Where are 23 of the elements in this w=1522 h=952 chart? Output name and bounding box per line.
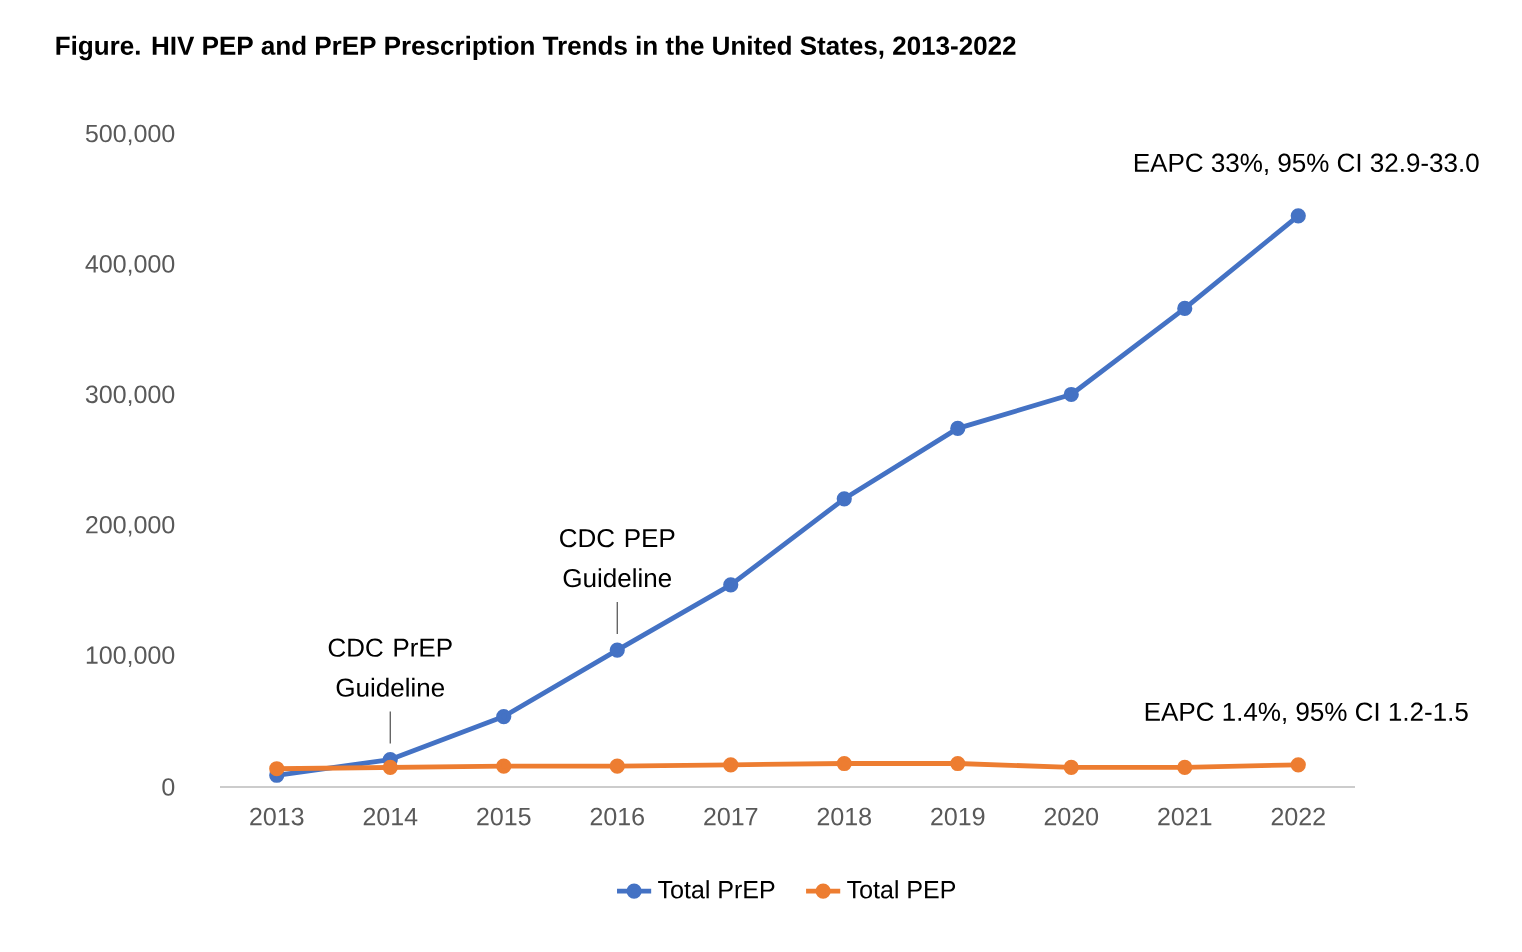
annotation: EAPC 1.4%, 95% CI 1.2-1.5	[1145, 702, 1468, 725]
x-tick-label: 2017	[704, 807, 758, 826]
x-tick-label: 2015	[477, 807, 531, 826]
y-tick-label: 0	[162, 778, 175, 796]
y-tick-label: 400,000	[85, 255, 175, 276]
x-tick-label: 2014	[363, 807, 418, 826]
x-tick-label: 2013	[250, 807, 304, 826]
legend-label: Total PrEP	[658, 880, 775, 899]
x-tick-label: 2020	[1044, 807, 1099, 826]
x-tick-label: 2016	[590, 807, 644, 826]
x-tick-label: 2021	[1158, 807, 1212, 826]
annotation: EAPC 33%, 95% CI 32.9-33.0	[1134, 153, 1479, 176]
y-tick-label: 500,000	[85, 124, 175, 146]
y-tick-label: 100,000	[86, 646, 175, 667]
y-tick-label: 200,000	[86, 515, 175, 537]
x-tick-label: 2018	[817, 807, 871, 826]
annotation: CDC PrEP Guideline	[328, 638, 452, 697]
y-tick-label: 300,000	[85, 385, 175, 407]
x-tick-label: 2022	[1271, 807, 1325, 826]
annotation: CDC PEP Guideline	[560, 528, 675, 588]
x-tick-label: 2019	[931, 807, 985, 826]
legend-label: Total PEP	[847, 880, 956, 899]
chart-title: Figure. HIV PEP and PrEP Prescription Trends in the United States, 2013-2022	[56, 35, 1016, 61]
